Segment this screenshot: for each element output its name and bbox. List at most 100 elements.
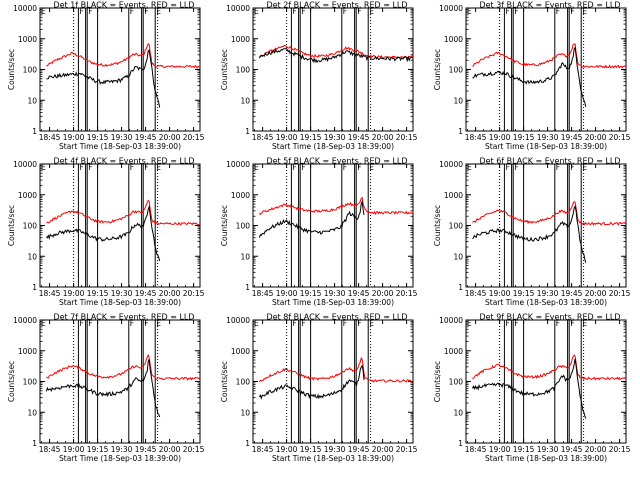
panel-7-segment-label: F [130,319,134,328]
panel-9-xtick-label: 19:45 [561,445,583,454]
panel-7-segment-label: F [144,319,148,328]
panel-8-ytick-label: 100 [236,378,251,387]
panel-7-xtick-label: 19:45 [135,445,157,454]
panel-7-ytick-label: 10 [27,408,37,417]
panel-2-xtick-label: 19:00 [276,133,298,142]
panel-3-ytick-label: 1000 [444,35,463,44]
panel-6-ylabel: Counts/sec [433,205,442,246]
panel-3-segment-label: F [514,7,518,16]
panel-5-segment-label: F [357,163,361,172]
panel-6-segment-label: F [570,163,574,172]
panel-4-xtick-label: 18:45 [39,289,61,298]
panel-6-lld-line [472,200,627,227]
panel-5-ytick-label: 10000 [226,160,250,169]
panel-4-xtick-label: 19:30 [111,289,133,298]
panel-8-lld-line [259,356,414,383]
panel-7-xtick-label: 19:15 [87,445,109,454]
panel-6-xtick-label: 18:45 [465,289,487,298]
panel-4-xtick-label: 19:15 [87,289,109,298]
panel-8-events-line [258,364,365,400]
panel-7-xtick-label: 19:00 [63,445,85,454]
panel-8-xtick-label: 20:15 [396,445,418,454]
panel-1-lld-line [46,43,201,69]
panel-2-frame [252,7,414,132]
panel-1-title: Det 1f BLACK = Events, RED = LLD [53,1,194,10]
panel-3-lld-line [472,43,627,69]
panel-1-xlabel: Start Time (18-Sep-03 18:39:00) [59,142,181,151]
panel-7-lld-line [46,353,201,381]
panel-5-ytick-label: 10 [240,252,250,261]
panel-2-events-line [258,47,414,64]
panel-9-xtick-label: 19:30 [537,445,559,454]
panel-2-ytick-label: 10000 [226,4,250,13]
panel-9-lld-line [472,354,627,381]
panel-6-frame [465,163,627,288]
panel-4-title: Det 4f BLACK = Events, RED = LLD [53,157,194,166]
panel-3-xlabel: Start Time (18-Sep-03 18:39:00) [485,142,607,151]
panel-9-frame [465,319,627,444]
panel-3-segment-label: E [582,7,587,16]
panel-3-xtick-label: 20:00 [585,133,607,142]
panel-1-ytick-label: 10 [27,96,37,105]
panel-8-ytick-label: 10000 [226,316,250,325]
panel-5-segment-label: E [254,163,259,172]
panel-7-segment-label: E [41,319,46,328]
panel-9-xtick-label: 19:00 [489,445,511,454]
panel-8-frame [252,319,414,444]
panel-4-segment-label: F [144,163,148,172]
panel-5-xtick-label: 19:00 [276,289,298,298]
panel-2-segment-label: E [254,7,259,16]
panel-4-lld-line [46,199,201,226]
panel-5-xtick-label: 20:00 [372,289,394,298]
panel-8-xtick-label: 19:45 [348,445,370,454]
panel-3-xtick-label: 19:15 [513,133,535,142]
panel-8-segment-label: F [343,319,347,328]
panel-5-segment-label: F [292,163,296,172]
panel-4-xtick-label: 19:00 [63,289,85,298]
panel-6-ytick-label: 1 [458,283,463,292]
panel-2-ytick-label: 1 [245,127,250,136]
panel-2-xlabel: Start Time (18-Sep-03 18:39:00) [272,142,394,151]
panel-6-ytick-label: 100 [449,222,464,231]
panel-4-ytick-label: 1000 [18,191,37,200]
panel-4-xtick-label: 20:15 [183,289,205,298]
panel-2-ytick-label: 10 [240,96,250,105]
panel-7-title: Det 7f BLACK = Events, RED = LLD [53,313,194,322]
panel-8-segment-label: F [301,319,305,328]
panel-5-xtick-label: 19:30 [324,289,346,298]
panel-1-ylabel: Counts/sec [7,49,16,90]
panel-4-ytick-label: 10 [27,252,37,261]
panel-6-segment-label: F [556,163,560,172]
panel-4-ylabel: Counts/sec [7,205,16,246]
panel-8-title: Det 8f BLACK = Events, RED = LLD [266,313,407,322]
panel-4-xtick-label: 19:45 [135,289,157,298]
panel-6-segment-label: E [582,163,587,172]
panel-1-xtick-label: 18:45 [39,133,61,142]
panel-3-xtick-label: 19:45 [561,133,583,142]
panel-7-xtick-label: 18:45 [39,445,61,454]
panel-3-ytick-label: 1 [458,127,463,136]
panel-6-ytick-label: 1000 [444,191,463,200]
panel-9-events-line [471,358,587,419]
panel-6-events-line [472,204,587,263]
panel-2-segment-label: F [301,7,305,16]
panel-4-segment-label: F [79,163,83,172]
panel-4-events-line [46,205,161,262]
panel-8-ylabel: Counts/sec [220,361,229,402]
panel-3-title: Det 3f BLACK = Events, RED = LLD [479,1,620,10]
panel-6-ytick-label: 10 [453,252,463,261]
panel-7-xlabel: Start Time (18-Sep-03 18:39:00) [59,454,181,463]
panel-2-title: Det 2f BLACK = Events, RED = LLD [266,1,407,10]
panel-9-title: Det 9f BLACK = Events, RED = LLD [479,313,620,322]
panel-9-xtick-label: 20:15 [609,445,631,454]
panel-5-ytick-label: 1 [245,283,250,292]
panel-5-xtick-label: 20:15 [396,289,418,298]
panel-2-ytick-label: 100 [236,66,251,75]
panel-6-xtick-label: 19:30 [537,289,559,298]
panel-4-segment-label: F [130,163,134,172]
panel-6-xtick-label: 20:00 [585,289,607,298]
panel-1-xtick-label: 19:00 [63,133,85,142]
panel-2-segment-label: E [369,7,374,16]
panel-4-segment-label: E [41,163,46,172]
